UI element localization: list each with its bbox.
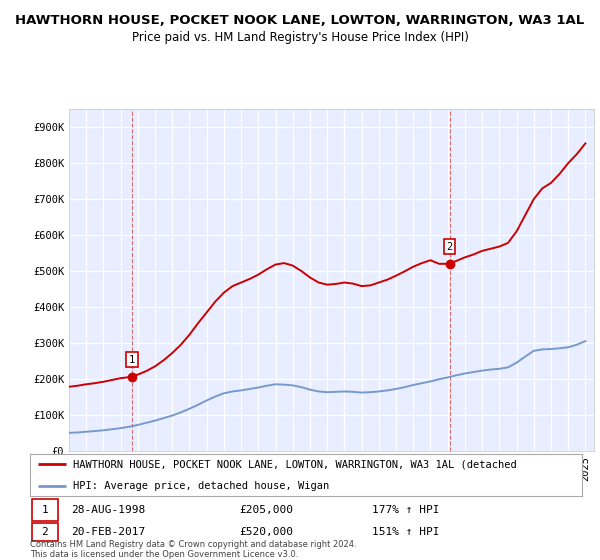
Text: HPI: Average price, detached house, Wigan: HPI: Average price, detached house, Wiga… xyxy=(73,482,329,491)
Text: 2: 2 xyxy=(446,241,453,251)
Text: 28-AUG-1998: 28-AUG-1998 xyxy=(71,505,146,515)
Text: HAWTHORN HOUSE, POCKET NOOK LANE, LOWTON, WARRINGTON, WA3 1AL: HAWTHORN HOUSE, POCKET NOOK LANE, LOWTON… xyxy=(16,14,584,27)
Text: 151% ↑ HPI: 151% ↑ HPI xyxy=(372,527,440,537)
Text: 1: 1 xyxy=(41,505,48,515)
Text: 20-FEB-2017: 20-FEB-2017 xyxy=(71,527,146,537)
Text: Price paid vs. HM Land Registry's House Price Index (HPI): Price paid vs. HM Land Registry's House … xyxy=(131,31,469,44)
Text: HAWTHORN HOUSE, POCKET NOOK LANE, LOWTON, WARRINGTON, WA3 1AL (detached: HAWTHORN HOUSE, POCKET NOOK LANE, LOWTON… xyxy=(73,459,517,469)
Text: £205,000: £205,000 xyxy=(240,505,294,515)
Bar xyxy=(32,524,58,540)
Bar xyxy=(32,499,58,521)
Text: 2: 2 xyxy=(41,527,48,537)
Text: 177% ↑ HPI: 177% ↑ HPI xyxy=(372,505,440,515)
Text: 1: 1 xyxy=(129,355,135,365)
Text: £520,000: £520,000 xyxy=(240,527,294,537)
Text: Contains HM Land Registry data © Crown copyright and database right 2024.
This d: Contains HM Land Registry data © Crown c… xyxy=(30,540,356,559)
